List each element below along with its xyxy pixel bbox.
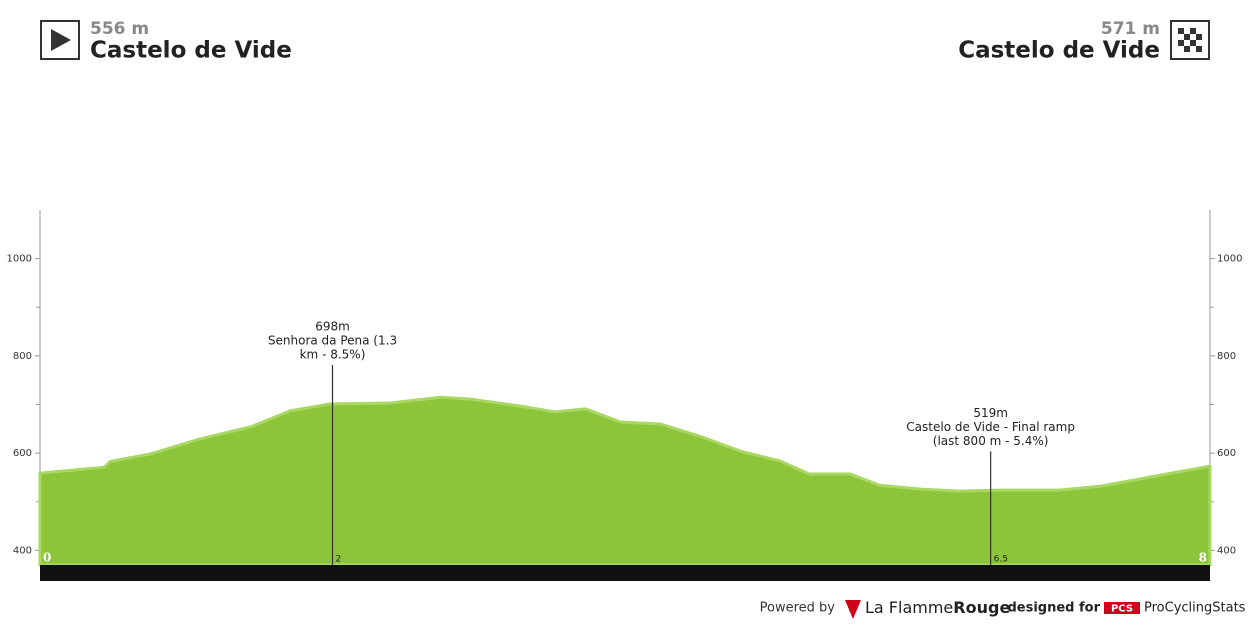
y-tick-label-right: 800 [1217, 351, 1236, 362]
powered-by: Powered by [760, 601, 836, 616]
brand-2: Rouge [953, 598, 1010, 617]
start-altitude: 556 m [90, 19, 149, 39]
y-tick-label: 400 [13, 545, 32, 556]
climb-label: Senhora da Pena (1.3 [268, 333, 397, 347]
x-tick-label: 0 [43, 551, 51, 565]
finish-icon [1170, 20, 1210, 60]
finish-altitude: 571 m [1101, 19, 1160, 39]
pcs-text: PCS [1111, 604, 1133, 615]
climb-label: km - 8.5%) [300, 347, 366, 361]
y-tick-label: 800 [13, 351, 32, 362]
km-label: 6.5 [994, 555, 1008, 565]
start-arrow [51, 29, 71, 51]
climb-label: (last 800 m - 5.4%) [933, 434, 1049, 448]
climb-label: 698m [315, 319, 350, 333]
y-tick-label-right: 400 [1217, 545, 1236, 556]
plot: 400 400 600 600 800 800 1000 1000 [7, 210, 1242, 567]
pcs-badge [1104, 602, 1140, 614]
start-icon [40, 20, 80, 60]
y-tick-label: 600 [13, 448, 32, 459]
y-tick-label: 1000 [7, 254, 32, 265]
site-name: ProCyclingStats [1144, 601, 1246, 616]
y-tick-label-right: 600 [1217, 448, 1236, 459]
designed-for: designed for [1007, 601, 1100, 616]
finish-flag [1178, 28, 1202, 52]
climb-label: 519m [973, 406, 1008, 420]
start-name: Castelo de Vide [90, 38, 292, 64]
brand-1: La Flamme [865, 598, 953, 617]
brand: La FlammeRouge [865, 598, 1010, 617]
x-tick-label: 8 [1199, 551, 1207, 565]
climb-label: Castelo de Vide - Final ramp [906, 420, 1075, 434]
finish-name: Castelo de Vide [958, 38, 1160, 64]
distance-bar [40, 565, 1210, 581]
y-tick-label-right: 1000 [1217, 254, 1242, 265]
km-label: 2 [336, 555, 342, 565]
flamme-logo [845, 600, 861, 619]
